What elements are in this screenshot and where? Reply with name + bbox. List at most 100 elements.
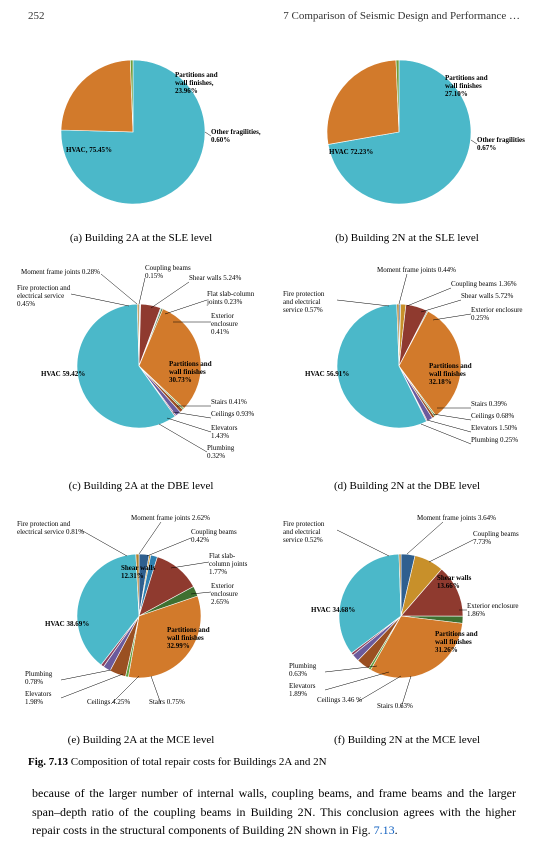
slice-label: Moment frame joints 2.62% bbox=[131, 514, 210, 522]
leader-line bbox=[171, 562, 209, 568]
pie-chart-grid: HVAC, 75.45% Partitions andwall finishes,… bbox=[0, 26, 548, 752]
slice-label: Exteriorenclosure0.41% bbox=[211, 312, 238, 336]
slice-label: Flat slab-columnjoints 0.23% bbox=[206, 290, 255, 306]
pie-chart-b: HVAC 72.23% Partitions andwall finishes27… bbox=[277, 32, 537, 228]
leader-line bbox=[337, 300, 389, 306]
figure-text: Composition of total repair costs for Bu… bbox=[71, 756, 327, 768]
slice-label: Moment frame joints 3.64% bbox=[417, 514, 496, 522]
slice-label: Ceilings 0.68% bbox=[471, 412, 514, 420]
slice-label: Shear walls 5.24% bbox=[189, 274, 241, 282]
chart-cell-e: Moment frame joints 2.62% Coupling beams0… bbox=[8, 498, 274, 752]
slice-label: Partitions andwall finishes30.73% bbox=[169, 360, 212, 384]
leader-line bbox=[433, 414, 471, 420]
slice-label: Fire protection andelectrical service0.4… bbox=[17, 284, 71, 308]
leader-line bbox=[71, 294, 129, 306]
slice-label: Other fragilities0.67% bbox=[477, 136, 525, 152]
slice-label: HVAC 38.69% bbox=[45, 620, 89, 628]
leader-line bbox=[407, 522, 443, 554]
slice-label: HVAC 34.68% bbox=[311, 606, 355, 614]
leader-line bbox=[325, 672, 389, 690]
slice-label: Coupling beams0.42% bbox=[191, 528, 237, 544]
slice-label: Flat slab-column joints1.77% bbox=[209, 552, 248, 576]
figure-label: Fig. 7.13 bbox=[28, 756, 68, 768]
leader-line bbox=[357, 676, 401, 702]
chart-cell-c: Moment frame joints 0.28% Coupling beams0… bbox=[8, 250, 274, 498]
leader-line bbox=[173, 412, 211, 418]
pie-chart-f: Moment frame joints 3.64% Coupling beams7… bbox=[277, 504, 537, 730]
chart-cell-d: Moment frame joints 0.44% Coupling beams … bbox=[274, 250, 540, 498]
slice-label: Partitions andwall finishes32.99% bbox=[167, 626, 210, 650]
pie-slice bbox=[61, 60, 133, 132]
slice-label: Plumbing0.78% bbox=[25, 670, 53, 686]
slice-label: Fire protection and electricalservice 0.… bbox=[283, 520, 326, 544]
slice-label: Exterior enclosure1.86% bbox=[467, 602, 519, 618]
pie-chart-d: Moment frame joints 0.44% Coupling beams … bbox=[277, 256, 537, 476]
slice-label: HVAC, 75.45% bbox=[66, 146, 112, 154]
figure-caption: Fig. 7.13 Composition of total repair co… bbox=[0, 752, 548, 778]
slice-label: Other fragilities,0.60% bbox=[211, 128, 261, 144]
leader-line bbox=[151, 282, 189, 308]
pie-chart-e: Moment frame joints 2.62% Coupling beams0… bbox=[11, 504, 271, 730]
slice-label: Ceilings 3.46 % bbox=[317, 696, 362, 704]
subfigure-caption: (d) Building 2N at the DBE level bbox=[334, 480, 480, 492]
chart-cell-b: HVAC 72.23% Partitions andwall finishes27… bbox=[274, 26, 540, 250]
slice-label: Elevators1.43% bbox=[211, 424, 238, 440]
slice-label: Moment frame joints 0.44% bbox=[377, 266, 456, 274]
page-number: 252 bbox=[28, 10, 45, 22]
slice-label: Shear walls13.66% bbox=[437, 574, 472, 590]
slice-label: Moment frame joints 0.28% bbox=[21, 268, 100, 276]
body-paragraph: because of the larger number of internal… bbox=[0, 778, 548, 840]
leader-line bbox=[165, 300, 207, 314]
leader-line bbox=[139, 278, 145, 304]
slice-label: Elevators 1.50% bbox=[471, 424, 517, 432]
pie-chart-c: Moment frame joints 0.28% Coupling beams0… bbox=[11, 256, 271, 476]
leader-line bbox=[81, 530, 127, 556]
leader-line bbox=[337, 530, 389, 556]
subfigure-caption: (f) Building 2N at the MCE level bbox=[334, 734, 480, 746]
pie-chart-a: HVAC, 75.45% Partitions andwall finishes,… bbox=[11, 32, 271, 228]
slice-label: HVAC 72.23% bbox=[329, 148, 373, 156]
slice-label: Partitions andwall finishes32.18% bbox=[429, 362, 472, 386]
chart-cell-a: HVAC, 75.45% Partitions andwall finishes,… bbox=[8, 26, 274, 250]
slice-label: Plumbing 0.25% bbox=[471, 436, 518, 444]
slice-label: Coupling beams0.15% bbox=[145, 264, 191, 280]
slice-label: Ceilings 4.25% bbox=[87, 698, 130, 706]
leader-line bbox=[421, 300, 461, 312]
slice-label: Partitions andwall finishes27.10% bbox=[445, 74, 488, 98]
leader-line bbox=[429, 540, 473, 562]
leader-line bbox=[139, 522, 161, 554]
slice-label: Coupling beams 1.36% bbox=[451, 280, 517, 288]
slice-label: HVAC 56.91% bbox=[305, 370, 349, 378]
leader-line bbox=[61, 674, 123, 698]
body-after-ref: . bbox=[395, 823, 398, 837]
leader-line bbox=[421, 424, 471, 444]
subfigure-caption: (b) Building 2N at the SLE level bbox=[335, 232, 479, 244]
chart-cell-f: Moment frame joints 3.64% Coupling beams7… bbox=[274, 498, 540, 752]
slice-label: Partitions andwall finishes,23.96% bbox=[175, 71, 218, 95]
slice-label: Fire protectionand electricalservice 0.5… bbox=[283, 290, 325, 314]
body-before-ref: because of the larger number of internal… bbox=[32, 786, 516, 837]
leader-line bbox=[101, 274, 137, 304]
leader-line bbox=[167, 418, 211, 432]
slice-label: Exterior enclosure0.25% bbox=[471, 306, 523, 322]
page-header: 252 7 Comparison of Seismic Design and P… bbox=[0, 0, 548, 26]
leader-line bbox=[399, 274, 407, 304]
slice-label: Stairs 0.41% bbox=[211, 398, 247, 406]
figure-reference-link: 7.13 bbox=[374, 823, 395, 837]
subfigure-caption: (a) Building 2A at the SLE level bbox=[70, 232, 212, 244]
slice-label: Coupling beams7.73% bbox=[473, 530, 519, 546]
leader-line bbox=[407, 288, 451, 306]
slice-label: Fire protection andelectrical service 0.… bbox=[17, 520, 84, 536]
pie-slice bbox=[327, 60, 399, 144]
slice-label: Stairs 0.63% bbox=[377, 702, 413, 710]
slice-label: Elevators1.98% bbox=[25, 690, 52, 706]
slice-label: Elevators1.89% bbox=[289, 682, 316, 698]
leader-line bbox=[147, 538, 191, 556]
slice-label: Plumbing0.32% bbox=[207, 444, 235, 460]
leader-line bbox=[433, 314, 471, 320]
slice-label: Stairs 0.75% bbox=[149, 698, 185, 706]
slice-label: Ceilings 0.93% bbox=[211, 410, 254, 418]
slice-label: Shear walls 5.72% bbox=[461, 292, 513, 300]
subfigure-caption: (e) Building 2A at the MCE level bbox=[68, 734, 215, 746]
slice-label: Stairs 0.39% bbox=[471, 400, 507, 408]
